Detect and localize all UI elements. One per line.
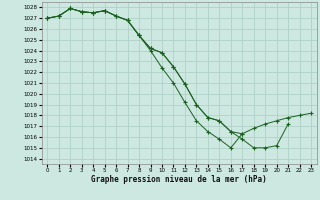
X-axis label: Graphe pression niveau de la mer (hPa): Graphe pression niveau de la mer (hPa) [91, 175, 267, 184]
